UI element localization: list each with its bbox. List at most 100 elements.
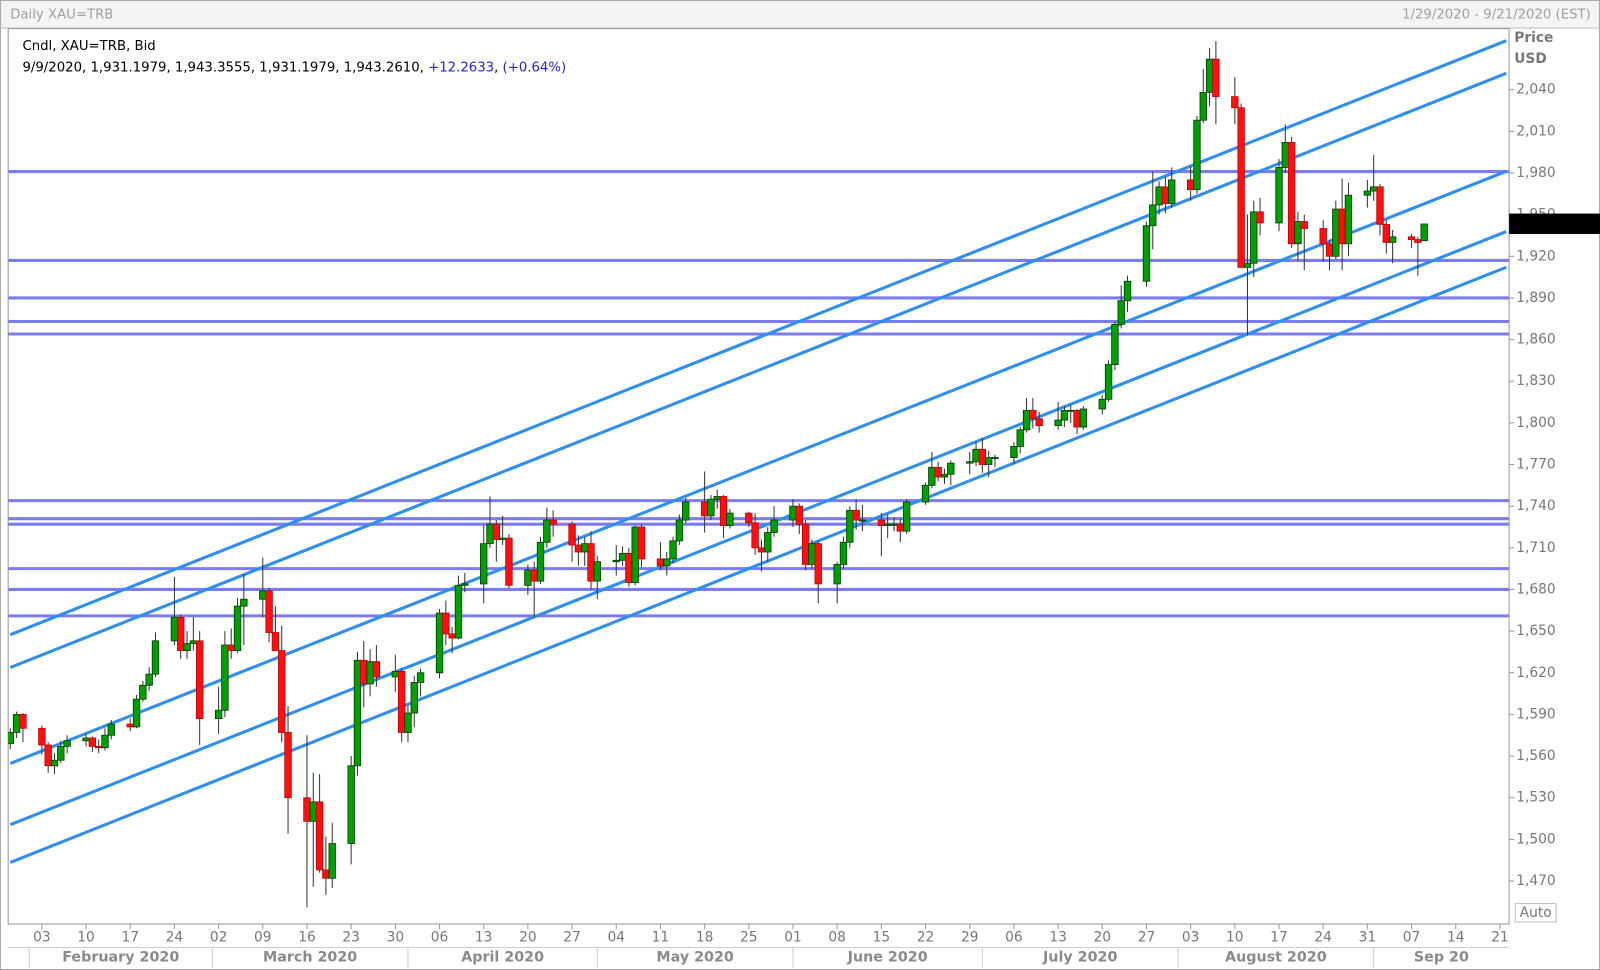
- candle-body: [391, 670, 400, 678]
- plot-layer: [8, 39, 1510, 908]
- legend-date: 9/9/2020: [22, 60, 82, 75]
- candle-body: [1161, 186, 1170, 204]
- x-tick-label: 10: [77, 929, 95, 945]
- candle-body: [284, 732, 292, 799]
- candle-body: [278, 650, 286, 733]
- y-tick-label: 1,680: [1516, 581, 1555, 597]
- candle-body: [132, 698, 141, 728]
- candle-body: [1079, 408, 1088, 428]
- candle-body: [461, 583, 469, 586]
- candle-body: [978, 448, 987, 465]
- candle-body: [322, 869, 330, 879]
- candle-body: [682, 501, 690, 521]
- candle-body: [846, 509, 854, 543]
- date-range: 1/29/2020 - 9/21/2020 (EST): [1402, 7, 1591, 22]
- candle-body: [492, 523, 501, 540]
- candle-body: [1325, 243, 1334, 257]
- candle-body: [921, 484, 930, 503]
- candle-body: [486, 523, 494, 545]
- legend-change: +12.2633: [428, 60, 494, 75]
- month-label: July 2020: [1042, 950, 1117, 966]
- candle-body: [126, 723, 134, 728]
- candle-body: [265, 590, 273, 633]
- legend-change-pct: (+0.64%): [503, 60, 567, 75]
- candle-body: [839, 541, 848, 565]
- candle-body: [991, 457, 999, 460]
- candle-body: [315, 801, 324, 871]
- candle-body: [574, 544, 583, 553]
- candle-body: [1250, 211, 1258, 264]
- candle-body: [675, 519, 684, 542]
- candle-body: [448, 633, 456, 639]
- candle-body: [858, 519, 867, 522]
- candle-body: [107, 723, 115, 736]
- candle-body: [372, 661, 381, 678]
- month-label: May 2020: [656, 950, 734, 966]
- y-tick-label: 2,040: [1516, 82, 1555, 98]
- candle-body: [1067, 409, 1075, 412]
- y-tick-label: 1,740: [1516, 498, 1555, 514]
- auto-label[interactable]: Auto: [1520, 905, 1552, 921]
- month-label: Sep 20: [1414, 950, 1469, 966]
- y-tick-label: 1,470: [1516, 873, 1555, 889]
- candle-body: [177, 616, 185, 651]
- candle-body: [1060, 409, 1069, 421]
- y-tick-label: 1,860: [1516, 332, 1555, 348]
- candle-body: [896, 523, 904, 532]
- x-tick-label: 15: [873, 929, 891, 945]
- month-label: March 2020: [263, 950, 357, 966]
- legend-open: 1,931.1979: [90, 60, 166, 75]
- candle-body: [984, 457, 993, 465]
- x-tick-label: 20: [519, 929, 537, 945]
- candle-body: [700, 501, 709, 517]
- candle-body: [347, 765, 355, 844]
- candle-body: [227, 644, 235, 651]
- candle-body: [940, 473, 949, 478]
- candle-body: [233, 605, 242, 651]
- candle-body: [63, 740, 71, 747]
- last-price-tag: [1509, 213, 1600, 234]
- y-tick-label: 1,650: [1516, 623, 1555, 639]
- candle-body: [151, 640, 160, 675]
- candle-body: [801, 523, 810, 565]
- candle-body: [833, 564, 841, 585]
- x-tick-label: 21: [1491, 929, 1509, 945]
- candle-body: [795, 505, 803, 525]
- chart-title: Daily XAU=TRB: [10, 7, 113, 22]
- x-tick-label: 31: [1359, 929, 1377, 945]
- y-tick-label: 1,560: [1516, 748, 1555, 764]
- month-label: August 2020: [1225, 950, 1327, 966]
- x-tick-label: 06: [1005, 929, 1023, 945]
- candle-body: [656, 558, 665, 567]
- header-bar: [0, 0, 1600, 29]
- legend-values: 9/9/2020, 1,931.1979, 1,943.3555, 1,931.…: [22, 60, 566, 75]
- candle-body: [221, 644, 229, 711]
- candle-body: [12, 714, 21, 733]
- candle-body: [240, 598, 248, 607]
- candle-body: [1029, 409, 1037, 420]
- y-tick-label: 1,530: [1516, 790, 1555, 806]
- candle-body: [82, 737, 90, 742]
- legend-high: 1,943.3555: [175, 60, 251, 75]
- auto-button[interactable]: [1514, 903, 1557, 923]
- candle-body: [877, 519, 886, 527]
- candle-body: [663, 558, 671, 567]
- candle-body: [808, 543, 816, 565]
- candle-body: [183, 643, 191, 651]
- candle-body: [1332, 208, 1340, 257]
- candle-body: [543, 519, 551, 543]
- candle-body: [726, 512, 734, 527]
- candle-body: [1149, 204, 1157, 227]
- candle-body: [1376, 186, 1384, 225]
- candle-body: [19, 714, 27, 729]
- x-tick-label: 23: [342, 929, 360, 945]
- candle-body: [618, 552, 627, 561]
- candle-body: [770, 519, 778, 533]
- x-tick-label: 13: [1049, 929, 1067, 945]
- legend-close: 1,943.2610: [344, 60, 420, 75]
- candle-body: [139, 684, 147, 700]
- candle-body: [902, 501, 911, 532]
